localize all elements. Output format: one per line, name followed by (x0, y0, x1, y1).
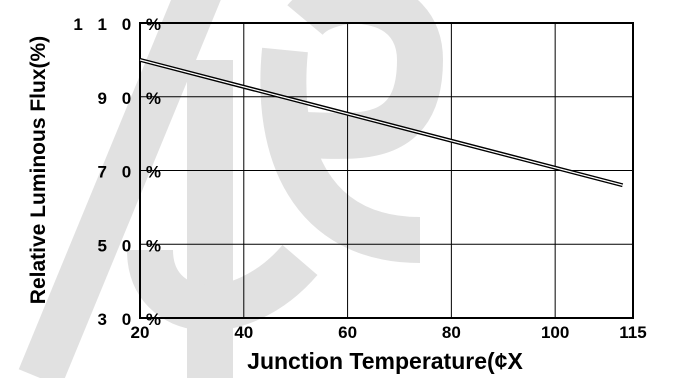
plot-frame (139, 22, 634, 319)
x-axis-title: Junction Temperature(¢X (247, 348, 523, 374)
x-tick-label-100: 100 (541, 323, 569, 342)
x-tick-label-115: 115 (619, 323, 646, 342)
y-tick-label-0: 1 1 0 % (73, 15, 166, 34)
series-line-0 (139, 59, 623, 186)
y-tick-label-3: 5 0 % (98, 236, 166, 255)
x-tick-label-60: 60 (338, 323, 357, 342)
x-tick-label-80: 80 (442, 323, 461, 342)
x-tick-label-40: 40 (234, 323, 253, 342)
y-tick-label-1: 9 0 % (98, 89, 166, 108)
y-tick-labels: 1 1 0 % 9 0 % 7 0 % 5 0 % 3 0 % (73, 15, 166, 329)
grid-lines (140, 23, 633, 318)
y-tick-label-4: 3 0 % (98, 310, 166, 329)
series-group (139, 57, 624, 188)
y-axis-title: Relative Luminous Flux(%) (27, 36, 50, 304)
watermark-graphic (18, 0, 444, 378)
y-tick-label-2: 7 0 % (98, 163, 166, 182)
x-tick-labels: 20 40 60 80 100 115 (131, 323, 647, 342)
x-tick-label-20: 20 (131, 323, 150, 342)
